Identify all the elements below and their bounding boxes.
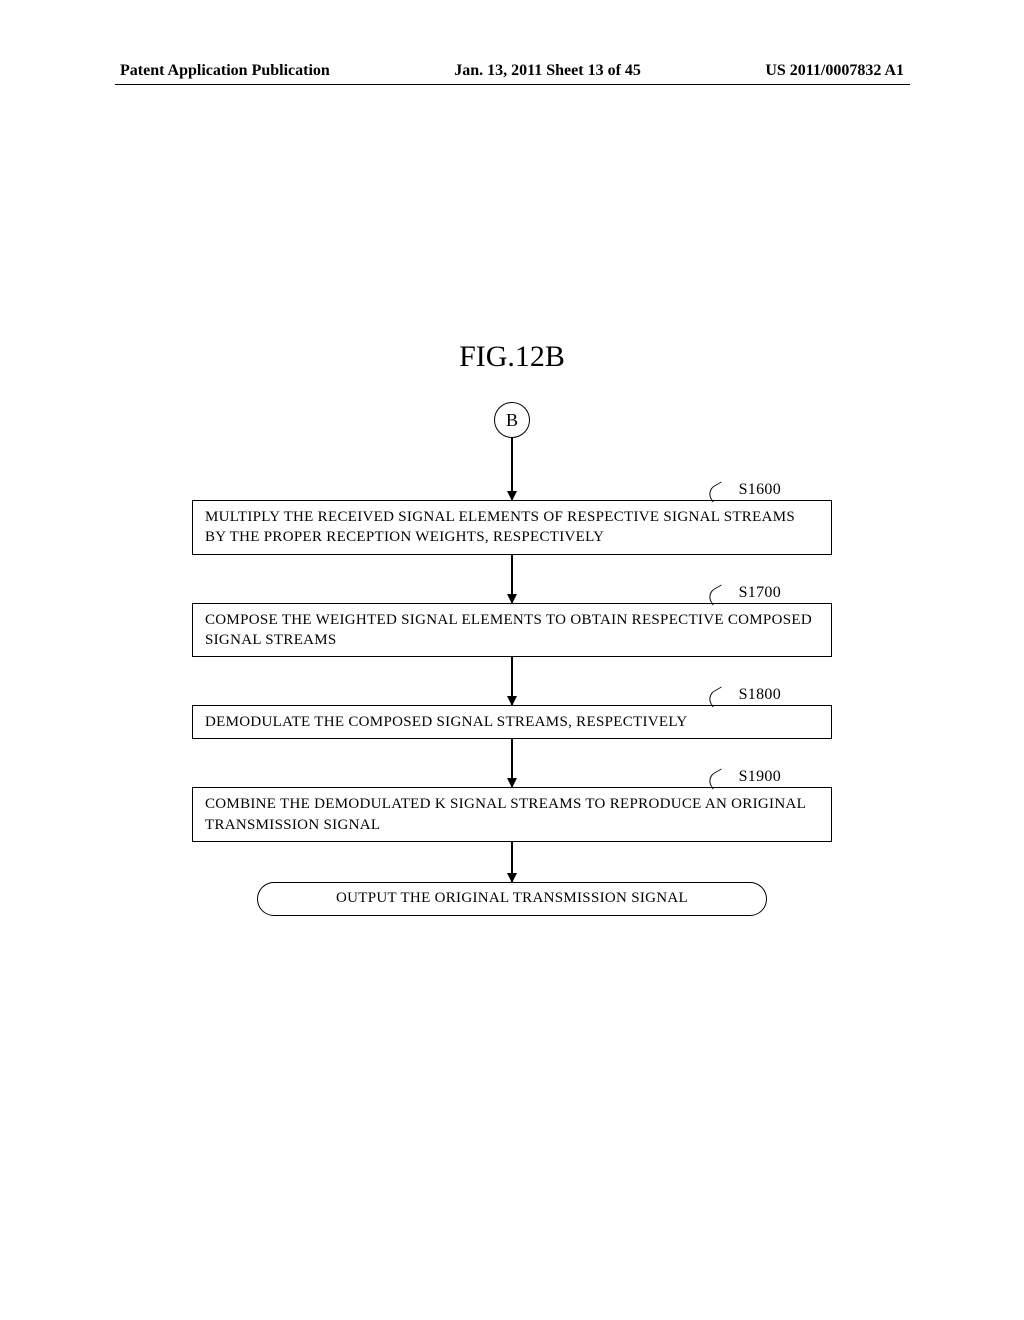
connector-label: B: [506, 410, 518, 431]
process-text: COMBINE THE DEMODULATED K SIGNAL STREAMS…: [205, 794, 819, 835]
flowchart: FIG.12B B S1600MULTIPLY THE RECEIVED SIG…: [0, 340, 1024, 916]
process-box: S1700COMPOSE THE WEIGHTED SIGNAL ELEMENT…: [192, 603, 832, 658]
process-box: S1600MULTIPLY THE RECEIVED SIGNAL ELEMEN…: [192, 500, 832, 555]
step-label: S1800: [739, 684, 781, 706]
flow-arrow: [511, 739, 513, 787]
header-divider: [115, 84, 910, 85]
header-center: Jan. 13, 2011 Sheet 13 of 45: [454, 62, 641, 80]
step-label: S1900: [739, 766, 781, 788]
process-box: S1900COMBINE THE DEMODULATED K SIGNAL ST…: [192, 787, 832, 842]
step-label: S1700: [739, 582, 781, 604]
process-text: DEMODULATE THE COMPOSED SIGNAL STREAMS, …: [205, 712, 819, 732]
page-header: Patent Application Publication Jan. 13, …: [0, 62, 1024, 80]
step-label: S1600: [739, 479, 781, 501]
label-connector-curve: [706, 686, 729, 707]
terminator-text: OUTPUT THE ORIGINAL TRANSMISSION SIGNAL: [336, 890, 688, 907]
flow-arrow: [511, 657, 513, 705]
label-connector-curve: [706, 769, 729, 790]
connector-node: B: [494, 402, 530, 438]
process-text: COMPOSE THE WEIGHTED SIGNAL ELEMENTS TO …: [205, 610, 819, 651]
flow-arrow: [511, 842, 513, 882]
header-right: US 2011/0007832 A1: [765, 62, 904, 80]
label-connector-curve: [706, 481, 729, 502]
process-text: MULTIPLY THE RECEIVED SIGNAL ELEMENTS OF…: [205, 507, 819, 548]
label-connector-curve: [706, 584, 729, 605]
process-box: S1800DEMODULATE THE COMPOSED SIGNAL STRE…: [192, 705, 832, 739]
flow-arrow: [511, 555, 513, 603]
header-left: Patent Application Publication: [120, 62, 330, 80]
terminator-box: OUTPUT THE ORIGINAL TRANSMISSION SIGNAL: [257, 882, 767, 916]
flow-arrow: [511, 438, 513, 500]
figure-title: FIG.12B: [459, 340, 565, 374]
